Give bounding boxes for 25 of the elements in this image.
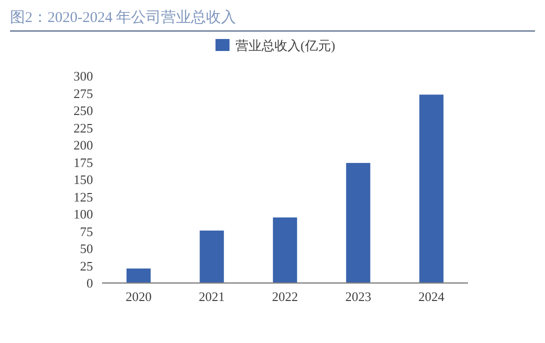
chart-title: 图2：2020-2024 年公司营业总收入	[10, 9, 236, 26]
y-tick-label: 150	[74, 172, 93, 187]
legend-label: 营业总收入(亿元)	[236, 38, 336, 53]
x-tick-label: 2021	[198, 289, 225, 304]
y-tick-label: 50	[80, 241, 93, 256]
y-tick-label: 175	[74, 154, 93, 170]
y-tick-label: 200	[74, 138, 93, 152]
y-tick-label: 25	[80, 258, 93, 274]
y-tick-label: 300	[74, 68, 93, 84]
y-tick-label: 0	[86, 276, 93, 290]
bar	[346, 162, 370, 283]
bar	[126, 268, 151, 283]
y-tick-label: 250	[74, 103, 93, 118]
x-tick-label: 2024	[418, 289, 445, 304]
bar	[272, 217, 298, 283]
y-tick-label: 275	[74, 86, 93, 101]
y-tick-label: 225	[74, 120, 93, 136]
y-tick-label: 100	[74, 206, 93, 222]
x-tick-label: 2022	[272, 289, 298, 304]
bar	[200, 230, 224, 283]
y-tick-label: 75	[80, 224, 93, 239]
x-tick-label: 2023	[345, 289, 372, 304]
y-tick-label: 125	[74, 189, 93, 204]
bar	[419, 94, 444, 283]
x-tick-label: 2020	[126, 289, 152, 304]
